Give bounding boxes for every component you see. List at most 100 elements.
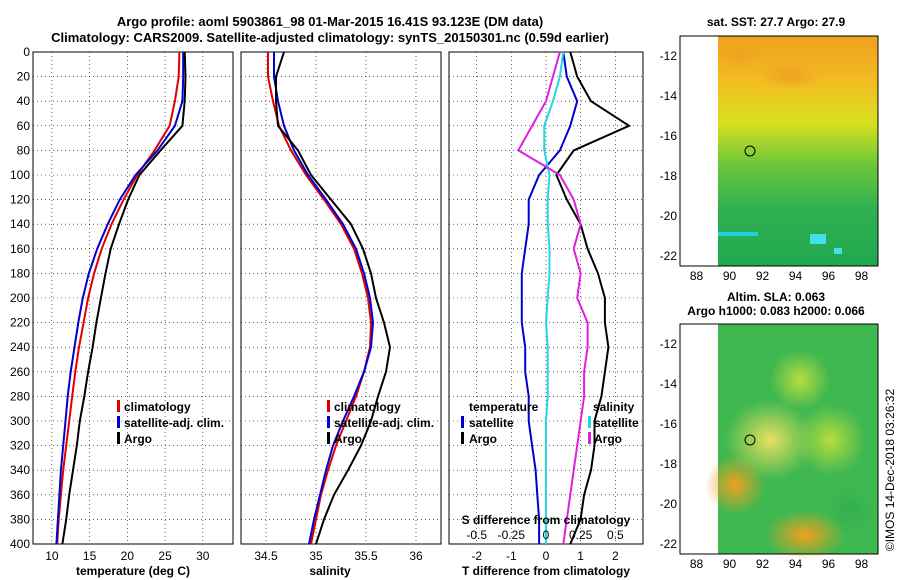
sst-warm-patch [760, 61, 820, 89]
panel-gridlines [33, 51, 643, 545]
depth-tick-label: 360 [10, 488, 30, 502]
figure-title-line1: Argo profile: aoml 5903861_98 01-Mar-201… [117, 14, 543, 29]
legend-temp-satellite-swatch [461, 416, 464, 428]
sst-map-lon-tick-label: 96 [822, 269, 836, 283]
depth-tick-label: 60 [17, 119, 31, 133]
depth-tick-label: 120 [10, 193, 30, 207]
sst-cloud-patch-2 [810, 234, 826, 244]
legend-sal-satellite-swatch [588, 416, 591, 428]
sla-map-lat-tick-label: -22 [660, 537, 678, 551]
depth-tick-label: 320 [10, 439, 30, 453]
difference-series-salinity-argo [516, 51, 589, 545]
difference-top-xlabel: S difference from climatology [462, 513, 631, 527]
sst-map-lon-tick-label: 88 [690, 269, 704, 283]
sla-map-lon-tick-label: 90 [723, 557, 737, 571]
difference-legend-right: salinity satellite Argo [588, 400, 639, 446]
difference-legend-left: temperature satellite Argo [461, 400, 539, 446]
depth-tick-label: 400 [10, 537, 30, 551]
sst-map-lat-tick-label: -22 [660, 249, 678, 263]
legend-temperature-label: temperature [469, 400, 539, 414]
legend-salinity-label: salinity [593, 400, 635, 414]
salinity-series-climatology [267, 52, 373, 545]
legend-climatology-label: climatology [124, 400, 191, 414]
temperature-x-tick-label: 30 [196, 549, 210, 563]
sst-cloud-patch-3 [834, 248, 842, 254]
legend-sal-argo-label: Argo [594, 432, 622, 446]
temperature-series-argo [61, 51, 187, 545]
sla-map-lat-tick-label: -20 [660, 497, 678, 511]
legend-satellite-label: satellite-adj. clim. [124, 416, 224, 430]
salinity-x-tick-label: 34.5 [254, 549, 278, 563]
sal-diff-tick-label: -0.25 [498, 528, 526, 542]
temperature-legend: climatology satellite-adj. clim. Argo [117, 400, 224, 446]
depth-tick-label: 220 [10, 316, 30, 330]
depth-tick-label: 100 [10, 168, 30, 182]
difference-xlabel: T difference from climatology [462, 564, 630, 578]
sla-map [679, 323, 879, 560]
difference-x-tick-label: -1 [506, 549, 517, 563]
sla-argo-marker [744, 434, 756, 446]
difference-series-temperature-argo [555, 51, 632, 545]
legend-argo-label: Argo [124, 432, 152, 446]
depth-tick-label: 340 [10, 463, 30, 477]
legend-sal-satellite-label: satellite [594, 416, 639, 430]
sal-diff-tick-label: 0.25 [569, 528, 593, 542]
sst-cloud-patch [718, 232, 758, 236]
sst-map-frame [679, 35, 879, 267]
temperature-x-tick-label: 20 [121, 549, 135, 563]
sla-patch-5 [765, 510, 845, 560]
depth-tick-label: 20 [17, 70, 31, 84]
difference-series-salinity-satellite [543, 51, 565, 544]
temperature-x-tick-label: 25 [158, 549, 172, 563]
sst-map [679, 35, 879, 267]
difference-x-tick-label: 1 [577, 549, 584, 563]
sst-map-lat-tick-label: -18 [660, 169, 678, 183]
sla-map-lon-tick-label: 88 [690, 557, 704, 571]
sst-warm-patch-2 [718, 43, 762, 67]
legend-satellite-swatch [117, 416, 120, 428]
salinity-x-tick-label: 35 [309, 549, 323, 563]
sla-map-lon-tick-label: 96 [822, 557, 836, 571]
sal-diff-tick-label: 0 [543, 528, 550, 542]
legend-argo-swatch [117, 432, 120, 444]
sla-map-frame [679, 323, 879, 555]
sal-diff-tick-label: -0.5 [466, 528, 487, 542]
sla-map-lat-tick-label: -16 [660, 417, 678, 431]
depth-tick-label: 260 [10, 365, 30, 379]
sst-map-title: sat. SST: 27.7 Argo: 27.9 [707, 15, 846, 29]
sla-map-lon-tick-label: 92 [756, 557, 770, 571]
legend-climatology-label: climatology [334, 400, 401, 414]
sla-map-lon-tick-label: 98 [855, 557, 869, 571]
temperature-x-tick-label: 15 [83, 549, 97, 563]
figure-title-line2: Climatology: CARS2009. Satellite-adjuste… [51, 30, 609, 45]
sal-diff-tick-label: 0.5 [607, 528, 624, 542]
profile-series [55, 51, 632, 545]
depth-tick-label: 300 [10, 414, 30, 428]
legend-temp-argo-swatch [461, 432, 464, 444]
depth-tick-label: 240 [10, 340, 30, 354]
axis-ticks: 0204060801001201401601802002202402602803… [10, 45, 869, 571]
sla-patch-6 [825, 485, 875, 535]
salinity-x-tick-label: 36 [409, 549, 423, 563]
salinity-series-argo [275, 51, 392, 545]
sla-patch-3 [795, 405, 865, 475]
depth-tick-label: 180 [10, 266, 30, 280]
sla-map-title-line1: Altim. SLA: 0.063 [727, 290, 825, 304]
depth-tick-label: 160 [10, 242, 30, 256]
depth-tick-label: 200 [10, 291, 30, 305]
sla-map-lat-tick-label: -12 [660, 337, 678, 351]
sst-map-lon-tick-label: 92 [756, 269, 770, 283]
temperature-x-tick-label: 10 [45, 549, 59, 563]
temperature-xlabel: temperature (deg C) [76, 564, 190, 578]
sst-map-lat-tick-label: -12 [660, 49, 678, 63]
legend-satellite-label: satellite-adj. clim. [334, 416, 434, 430]
sla-map-lat-tick-label: -18 [660, 457, 678, 471]
sla-patch-1 [770, 350, 830, 410]
sst-map-lon-tick-label: 94 [789, 269, 803, 283]
depth-tick-label: 80 [17, 143, 31, 157]
salinity-legend: climatology satellite-adj. clim. Argo [327, 400, 434, 446]
legend-climatology-swatch [117, 400, 120, 412]
sla-map-title-line2: Argo h1000: 0.083 h2000: 0.066 [687, 304, 865, 318]
difference-x-tick-label: 0 [543, 549, 550, 563]
